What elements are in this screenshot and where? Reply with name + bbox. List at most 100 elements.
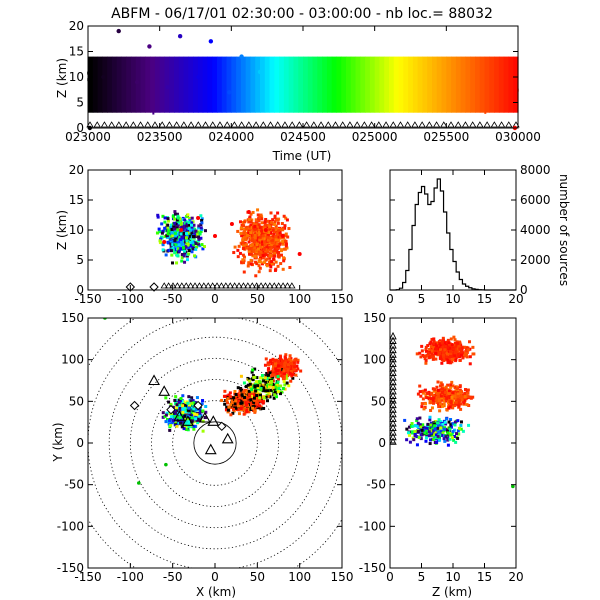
time-color-band <box>494 56 500 113</box>
lightning-source <box>185 234 189 238</box>
lightning-source <box>287 227 291 231</box>
lightning-source <box>229 403 233 407</box>
lightning-source <box>193 254 197 258</box>
time-color-band <box>260 56 266 113</box>
lightning-source <box>191 411 195 415</box>
lightning-source <box>204 410 208 414</box>
lightning-source <box>229 413 233 417</box>
station-diamond <box>125 282 136 292</box>
lightning-source <box>427 434 431 438</box>
time-color-band <box>389 56 395 113</box>
lightning-source <box>261 234 265 238</box>
lightning-source <box>184 408 188 412</box>
lightning-source <box>294 357 298 361</box>
ground-stroke-marker <box>208 282 217 289</box>
lightning-source <box>464 350 468 354</box>
lightning-source <box>177 243 181 247</box>
lightning-source <box>175 226 179 230</box>
lightning-source <box>272 396 276 400</box>
lightning-source <box>173 420 177 424</box>
ground-stroke-marker <box>476 121 484 128</box>
lightning-source <box>173 239 177 243</box>
lightning-source <box>191 241 195 245</box>
lightning-source <box>283 362 287 366</box>
lightning-source <box>443 439 447 443</box>
lightning-source <box>262 237 266 241</box>
lightning-source <box>445 408 449 412</box>
time-color-band <box>446 56 452 113</box>
lightning-source <box>170 421 174 425</box>
lightning-source <box>248 382 252 386</box>
lightning-source <box>137 481 141 485</box>
lightning-source <box>253 406 257 410</box>
lightning-source <box>255 243 259 247</box>
lightning-source <box>185 412 189 416</box>
lightning-source <box>244 406 248 410</box>
lightning-source <box>267 230 271 234</box>
lightning-source <box>183 249 187 253</box>
time-color-band <box>231 56 237 113</box>
lightning-source <box>251 405 255 409</box>
data-point <box>239 54 244 59</box>
lightning-source <box>284 216 288 220</box>
time-color-band <box>236 56 242 113</box>
x-tick-label: 10 <box>445 292 460 306</box>
lightning-source <box>461 399 465 403</box>
lightning-source <box>449 385 453 389</box>
lightning-source <box>175 424 179 428</box>
lightning-source <box>191 414 195 418</box>
lightning-source <box>289 358 293 362</box>
ground-stroke-marker <box>187 121 195 128</box>
lightning-source <box>262 247 266 251</box>
lightning-source <box>438 342 442 346</box>
lightning-source <box>437 418 441 422</box>
time-color-band <box>441 56 447 113</box>
lightning-source <box>198 418 202 422</box>
ground-stroke-marker <box>266 282 274 289</box>
lightning-source <box>269 265 273 269</box>
y-tick-label: 10 <box>69 70 84 84</box>
ground-stroke-marker <box>454 121 462 128</box>
lightning-source <box>185 239 189 243</box>
lightning-source <box>287 357 291 361</box>
lightning-source <box>258 215 262 219</box>
lightning-source <box>271 218 275 222</box>
lightning-source <box>199 413 203 417</box>
lightning-source <box>157 230 161 234</box>
lightning-source <box>462 345 466 349</box>
lightning-source <box>223 389 227 393</box>
lightning-source <box>180 253 184 257</box>
lightning-source <box>276 218 280 222</box>
lightning-source <box>183 414 187 418</box>
lightning-source <box>245 233 249 237</box>
lightning-source <box>432 337 436 341</box>
lightning-source <box>152 111 155 115</box>
station-diamond <box>166 404 176 415</box>
lightning-source <box>276 211 280 215</box>
lightning-source <box>242 255 246 259</box>
lightning-source <box>199 226 203 230</box>
lightning-source <box>198 409 202 413</box>
lightning-source <box>261 401 265 405</box>
lightning-source <box>256 241 260 245</box>
lightning-source <box>264 395 268 399</box>
lightning-source <box>419 355 423 359</box>
lightning-source <box>286 235 290 239</box>
lightning-source <box>261 379 265 383</box>
lightning-source <box>444 422 448 426</box>
lightning-source <box>169 246 173 250</box>
lightning-source <box>227 405 231 409</box>
lightning-source <box>259 250 263 254</box>
lightning-source <box>278 232 282 236</box>
lightning-source <box>236 255 240 259</box>
lightning-source <box>270 262 274 266</box>
lightning-source <box>442 404 446 408</box>
time-color-band <box>432 56 438 113</box>
ground-stroke-marker <box>425 121 434 128</box>
time-color-band <box>365 56 371 113</box>
lightning-source <box>181 236 185 240</box>
ground-stroke-marker <box>100 121 109 128</box>
lightning-source <box>238 251 242 255</box>
lightning-source <box>467 348 471 352</box>
data-point <box>147 44 152 49</box>
